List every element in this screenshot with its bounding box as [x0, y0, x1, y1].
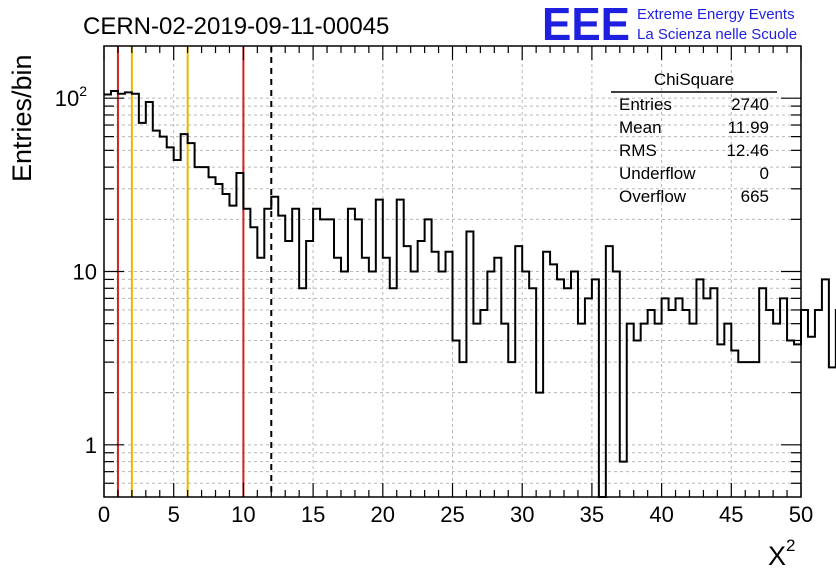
y-axis-title: Entries/bin	[7, 54, 37, 182]
chart-title: CERN-02-2019-09-11-00045	[83, 13, 389, 40]
x-tick-label: 30	[510, 502, 534, 527]
stats-value: 11.99	[728, 118, 769, 137]
eee-logo-mark: EEE	[542, 0, 630, 50]
x-tick-label: 50	[789, 502, 813, 527]
x-tick-label: 35	[580, 502, 604, 527]
reference-lines	[116, 46, 273, 497]
x-tick-label: 10	[231, 502, 255, 527]
stats-value: 0	[760, 164, 769, 183]
y-tick-label-base: 10	[73, 260, 97, 285]
x-tick-label: 0	[98, 502, 110, 527]
stats-title: ChiSquare	[654, 70, 734, 89]
x-axis-title: X2	[768, 536, 795, 571]
eee-logo-line1: Extreme Energy Events	[637, 6, 795, 23]
x-tick-label: 15	[301, 502, 325, 527]
stats-value: 2740	[731, 95, 769, 114]
x-tick-label: 40	[649, 502, 673, 527]
stats-label: Entries	[619, 95, 672, 114]
y-tick-label-base: 1	[85, 433, 97, 458]
stats-label: Underflow	[619, 164, 696, 183]
stats-label: Overflow	[619, 187, 687, 206]
x-axis-title-superscript: 2	[786, 536, 795, 555]
stats-value: 665	[741, 187, 769, 206]
y-tick-label: 10	[73, 260, 97, 285]
axis-ticks	[103, 46, 802, 497]
stats-rows: Entries 2740 Mean 11.99 RMS 12.46 Underflow 0 Ov…	[619, 95, 769, 206]
x-tick-label: 45	[719, 502, 743, 527]
stats-box: ChiSquare Entries 2740 Mean 11.99 RMS 12.46 Un…	[611, 70, 777, 206]
y-tick-label-superscript: 2	[79, 83, 87, 99]
y-tick-label-base: 10	[55, 86, 79, 111]
x-axis-title-base: X	[768, 541, 786, 571]
y-tick-label: 1	[85, 433, 97, 458]
stats-label: Mean	[619, 118, 662, 137]
histogram-series	[104, 90, 836, 498]
eee-logo: EEE Extreme Energy Events La Scienza nel…	[542, 0, 797, 50]
x-tick-labels: 0 5 10 15 20 25 30 35 40 45 50	[98, 502, 813, 527]
eee-logo-line2: La Scienza nelle Scuole	[637, 26, 797, 43]
x-tick-label: 20	[371, 502, 395, 527]
y-tick-label: 102	[55, 83, 87, 111]
stats-value: 12.46	[726, 141, 769, 160]
x-tick-label: 5	[168, 502, 180, 527]
x-tick-label: 25	[440, 502, 464, 527]
stats-label: RMS	[619, 141, 657, 160]
